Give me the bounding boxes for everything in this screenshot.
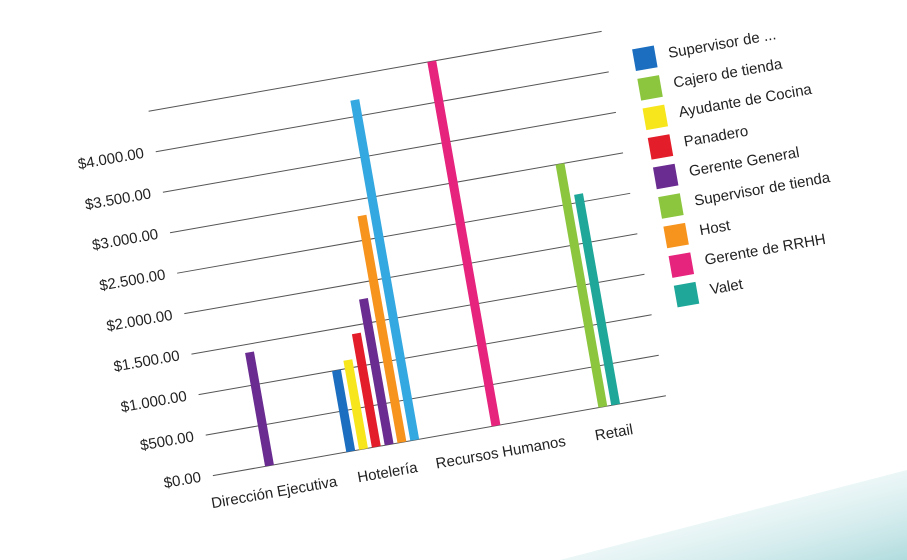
legend-label: Panadero [683,123,750,151]
y-tick-label: $3.000.00 [91,226,160,254]
x-tick-label: Dirección Ejecutiva [210,473,339,512]
bar [357,214,407,444]
bar [350,99,420,441]
bar [351,332,381,448]
legend-swatch [637,75,663,101]
legend-swatch [673,281,700,308]
y-tick-label: $4.000.00 [77,145,146,173]
bar [359,298,394,446]
legend-swatch [647,134,674,160]
legend-label: Gerente General [688,144,801,180]
y-tick-label: $2.000.00 [105,307,174,335]
grid-line-top [148,30,602,112]
y-tick-label: $1.500.00 [112,347,181,375]
grid-line [177,192,631,274]
grid-line [191,273,645,355]
legend-label: Valet [709,276,745,299]
grid-line [198,314,652,396]
legend-swatch [632,45,658,72]
background-glow [560,470,907,560]
legend-swatch [652,163,679,190]
legend-swatch [642,104,669,131]
grid-line [162,111,616,193]
legend-label: Supervisor de ... [667,26,778,62]
y-tick-label: $2.500.00 [98,266,167,294]
legend-swatch [668,252,695,278]
bar [555,163,608,408]
legend-label: Host [698,217,732,239]
bar [574,193,621,406]
x-tick-label: Retail [594,421,635,444]
x-tick-label: Recursos Humanos [434,433,567,473]
y-tick-label: $0.00 [163,469,203,492]
bar [343,359,368,450]
legend-swatch [663,222,689,249]
bar [332,369,356,453]
y-tick-label: $3.500.00 [84,185,153,213]
y-tick-label: $500.00 [139,428,195,454]
grid-line [155,71,609,153]
legend: Supervisor de ...Cajero de tiendaAyudant… [632,26,832,308]
grid-line [205,354,659,436]
bar [427,60,501,427]
y-tick-label: $1.000.00 [119,388,188,416]
legend-swatch [658,193,684,219]
bar [245,351,274,467]
grid-line [212,395,666,477]
legend-label: Cajero de tienda [672,56,784,92]
plot: $0.00 $500.00 $1.000.00 $1.500.00 $2.000.00 $… [77,30,666,512]
grid-line [184,233,638,315]
legend-label: Gerente de RRHH [703,231,827,269]
grid-line [169,152,624,234]
x-tick-label: Hotelería [356,459,420,486]
